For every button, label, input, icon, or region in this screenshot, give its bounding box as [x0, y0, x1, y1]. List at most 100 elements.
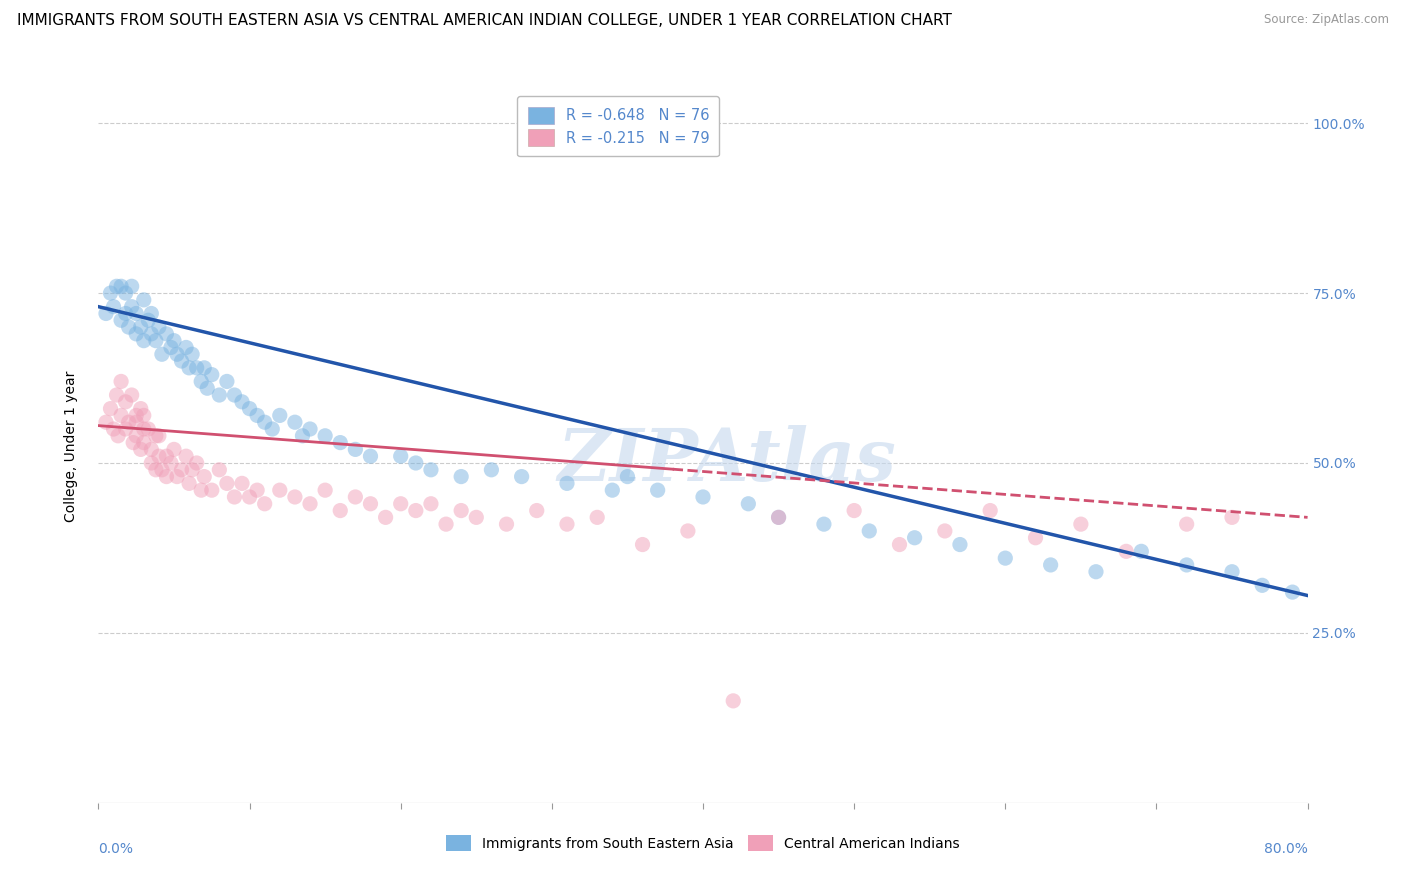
Point [166, 469, 188, 483]
Point [314, 429, 336, 443]
Point [360, 449, 382, 463]
Point [145, 463, 167, 477]
Point [150, 347, 173, 361]
Point [555, 517, 578, 532]
Point [148, 429, 170, 443]
Point [231, 476, 253, 491]
Point [148, 320, 170, 334]
Point [405, 456, 427, 470]
Point [105, 388, 128, 402]
Point [510, 469, 533, 483]
Point [170, 354, 193, 368]
Point [94, 415, 117, 429]
Point [155, 326, 177, 341]
Point [1085, 565, 1108, 579]
Point [344, 442, 367, 457]
Point [110, 409, 132, 423]
Point [299, 497, 322, 511]
Point [121, 300, 143, 314]
Point [262, 422, 284, 436]
Point [125, 326, 148, 341]
Point [107, 429, 129, 443]
Point [291, 429, 314, 443]
Point [195, 381, 218, 395]
Point [737, 497, 759, 511]
Point [114, 306, 136, 320]
Point [110, 279, 132, 293]
Point [155, 449, 177, 463]
Point [114, 394, 136, 409]
Point [141, 326, 163, 341]
Point [1115, 544, 1137, 558]
Point [434, 517, 457, 532]
Point [181, 463, 204, 477]
Point [110, 313, 132, 327]
Point [949, 537, 972, 551]
Point [616, 469, 638, 483]
Point [190, 483, 212, 498]
Point [121, 279, 143, 293]
Point [526, 503, 548, 517]
Point [1281, 585, 1303, 599]
Point [129, 401, 152, 416]
Point [141, 456, 163, 470]
Legend: Immigrants from South Eastern Asia, Central American Indians: Immigrants from South Eastern Asia, Cent… [440, 830, 966, 856]
Point [201, 483, 224, 498]
Point [141, 442, 163, 457]
Point [934, 524, 956, 538]
Point [110, 375, 132, 389]
Point [495, 517, 517, 532]
Point [555, 476, 578, 491]
Point [94, 306, 117, 320]
Point [215, 476, 238, 491]
Point [389, 497, 412, 511]
Point [246, 409, 269, 423]
Point [284, 490, 307, 504]
Text: Source: ZipAtlas.com: Source: ZipAtlas.com [1264, 13, 1389, 27]
Point [360, 497, 382, 511]
Point [215, 375, 238, 389]
Point [647, 483, 669, 498]
Point [994, 551, 1017, 566]
Point [166, 347, 188, 361]
Point [105, 279, 128, 293]
Point [269, 409, 291, 423]
Point [329, 435, 352, 450]
Text: 0.0%: 0.0% [98, 842, 134, 856]
Point [481, 463, 503, 477]
Point [344, 490, 367, 504]
Point [1175, 517, 1198, 532]
Point [1024, 531, 1046, 545]
Point [450, 469, 472, 483]
Point [174, 341, 197, 355]
Point [132, 435, 155, 450]
Point [602, 483, 624, 498]
Point [253, 415, 276, 429]
Point [405, 503, 427, 517]
Text: 80.0%: 80.0% [1264, 842, 1308, 856]
Point [114, 286, 136, 301]
Point [122, 435, 145, 450]
Point [224, 388, 246, 402]
Point [1070, 517, 1092, 532]
Point [1251, 578, 1274, 592]
Point [208, 463, 231, 477]
Point [1220, 565, 1243, 579]
Point [1039, 558, 1062, 572]
Point [118, 320, 141, 334]
Point [858, 524, 880, 538]
Text: IMMIGRANTS FROM SOUTH EASTERN ASIA VS CENTRAL AMERICAN INDIAN COLLEGE, UNDER 1 Y: IMMIGRANTS FROM SOUTH EASTERN ASIA VS CE… [17, 13, 952, 29]
Point [103, 422, 125, 436]
Point [844, 503, 866, 517]
Point [246, 483, 269, 498]
Point [389, 449, 412, 463]
Point [136, 422, 159, 436]
Point [904, 531, 927, 545]
Point [329, 503, 352, 517]
Point [299, 422, 322, 436]
Point [813, 517, 835, 532]
Point [170, 463, 193, 477]
Point [239, 401, 262, 416]
Point [193, 360, 215, 375]
Point [125, 415, 148, 429]
